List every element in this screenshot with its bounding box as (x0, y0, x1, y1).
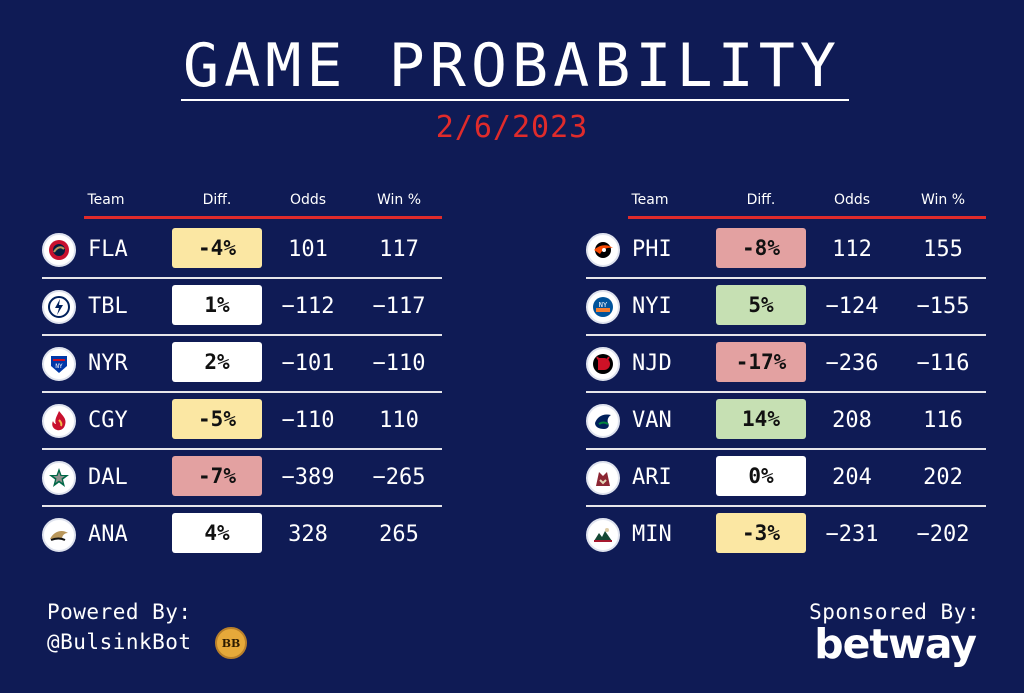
game-rows: PHI -8% 112 155 NY NYI 5% −124 −155 NJD -17% −236 −1… (586, 222, 986, 564)
table-row: ANA 4% 328 265 (42, 507, 442, 564)
win-value: −265 (372, 465, 426, 490)
odds-value: −389 (281, 465, 335, 490)
team-abbreviation: NYR (88, 351, 128, 376)
powered-by-block: Powered By: @BulsinkBot (47, 597, 192, 657)
odds-value: −231 (825, 522, 879, 547)
table-row: DAL -7% −389 −265 (42, 450, 442, 507)
header-win: Win % (920, 192, 966, 208)
table-row: TBL 1% −112 −117 (42, 279, 442, 336)
devils-logo-icon (586, 347, 620, 381)
team-abbreviation: NYI (632, 294, 672, 319)
team-abbreviation: TBL (88, 294, 128, 319)
win-value: −155 (916, 294, 970, 319)
odds-value: 328 (288, 522, 328, 547)
team-abbreviation: CGY (88, 408, 128, 433)
win-value: −116 (916, 351, 970, 376)
header-win: Win % (376, 192, 422, 208)
win-value: 202 (923, 465, 963, 490)
table-header: Team Diff. Odds Win % (586, 188, 986, 219)
powered-by-label: Powered By: (47, 600, 192, 624)
odds-value: 208 (832, 408, 872, 433)
rangers-logo-icon: NY (42, 347, 76, 381)
diff-badge: -7% (172, 456, 262, 496)
header-odds: Odds (833, 192, 871, 208)
header-team: Team (87, 192, 125, 208)
team-abbreviation: FLA (88, 237, 128, 262)
table-row: NY NYI 5% −124 −155 (586, 279, 986, 336)
team-abbreviation: ARI (632, 465, 672, 490)
wild-logo-icon (586, 518, 620, 552)
table-row: ARI 0% 204 202 (586, 450, 986, 507)
diff-badge: 5% (716, 285, 806, 325)
diff-badge: -8% (716, 228, 806, 268)
table-row: NY NYR 2% −101 −110 (42, 336, 442, 393)
table-row: VAN 14% 208 116 (586, 393, 986, 450)
odds-value: −112 (281, 294, 335, 319)
odds-value: 101 (288, 237, 328, 262)
svg-text:NY: NY (55, 363, 63, 370)
diff-badge: -4% (172, 228, 262, 268)
team-abbreviation: ANA (88, 522, 128, 547)
header-odds: Odds (289, 192, 327, 208)
bot-handle: @BulsinkBot (47, 630, 192, 654)
win-value: −110 (372, 351, 426, 376)
odds-value: −110 (281, 408, 335, 433)
diff-badge: 0% (716, 456, 806, 496)
table-row: CGY -5% −110 110 (42, 393, 442, 450)
win-value: 117 (379, 237, 419, 262)
diff-badge: -17% (716, 342, 806, 382)
win-value: −117 (372, 294, 426, 319)
odds-value: −101 (281, 351, 335, 376)
odds-value: 112 (832, 237, 872, 262)
right-table: Team Diff. Odds Win % PHI -8% 112 155 NY NYI 5… (586, 188, 986, 553)
table-row: FLA -4% 101 117 (42, 222, 442, 279)
header-diff: Diff. (746, 192, 776, 208)
title-underline (181, 99, 849, 101)
sponsored-by-label: Sponsored By: (809, 600, 980, 624)
stars-logo-icon (42, 461, 76, 495)
header-diff: Diff. (202, 192, 232, 208)
odds-value: 204 (832, 465, 872, 490)
header-underline (84, 216, 442, 219)
diff-badge: -3% (716, 513, 806, 553)
diff-badge: 2% (172, 342, 262, 382)
diff-badge: 1% (172, 285, 262, 325)
game-date: 2/6/2023 (435, 110, 589, 145)
svg-text:NY: NY (599, 301, 608, 309)
game-rows: FLA -4% 101 117 TBL 1% −112 −117 NY NYR 2% −101 −110… (42, 222, 442, 564)
table-row: MIN -3% −231 −202 (586, 507, 986, 564)
team-abbreviation: VAN (632, 408, 672, 433)
header-underline (628, 216, 986, 219)
table-row: NJD -17% −236 −116 (586, 336, 986, 393)
bulsink-logo-icon: BB (215, 627, 247, 659)
table-row: PHI -8% 112 155 (586, 222, 986, 279)
win-value: 265 (379, 522, 419, 547)
header-team: Team (631, 192, 669, 208)
odds-value: −236 (825, 351, 879, 376)
win-value: 116 (923, 408, 963, 433)
flames-logo-icon (42, 404, 76, 438)
lightning-logo-icon (42, 290, 76, 324)
diff-badge: 4% (172, 513, 262, 553)
islanders-logo-icon: NY (586, 290, 620, 324)
diff-badge: -5% (172, 399, 262, 439)
team-abbreviation: NJD (632, 351, 672, 376)
win-value: 155 (923, 237, 963, 262)
panthers-logo-icon (42, 233, 76, 267)
team-abbreviation: MIN (632, 522, 672, 547)
canucks-logo-icon (586, 404, 620, 438)
left-table: Team Diff. Odds Win % FLA -4% 101 117 TBL 1% −… (42, 188, 442, 553)
diff-badge: 14% (716, 399, 806, 439)
page-title: GAME PROBABILITY (183, 31, 841, 101)
odds-value: −124 (825, 294, 879, 319)
team-abbreviation: PHI (632, 237, 672, 262)
ducks-logo-icon (42, 518, 76, 552)
sponsor-logo: betway (814, 620, 977, 668)
team-abbreviation: DAL (88, 465, 128, 490)
win-value: −202 (916, 522, 970, 547)
flyers-logo-icon (586, 233, 620, 267)
win-value: 110 (379, 408, 419, 433)
table-header: Team Diff. Odds Win % (42, 188, 442, 219)
coyotes-logo-icon (586, 461, 620, 495)
